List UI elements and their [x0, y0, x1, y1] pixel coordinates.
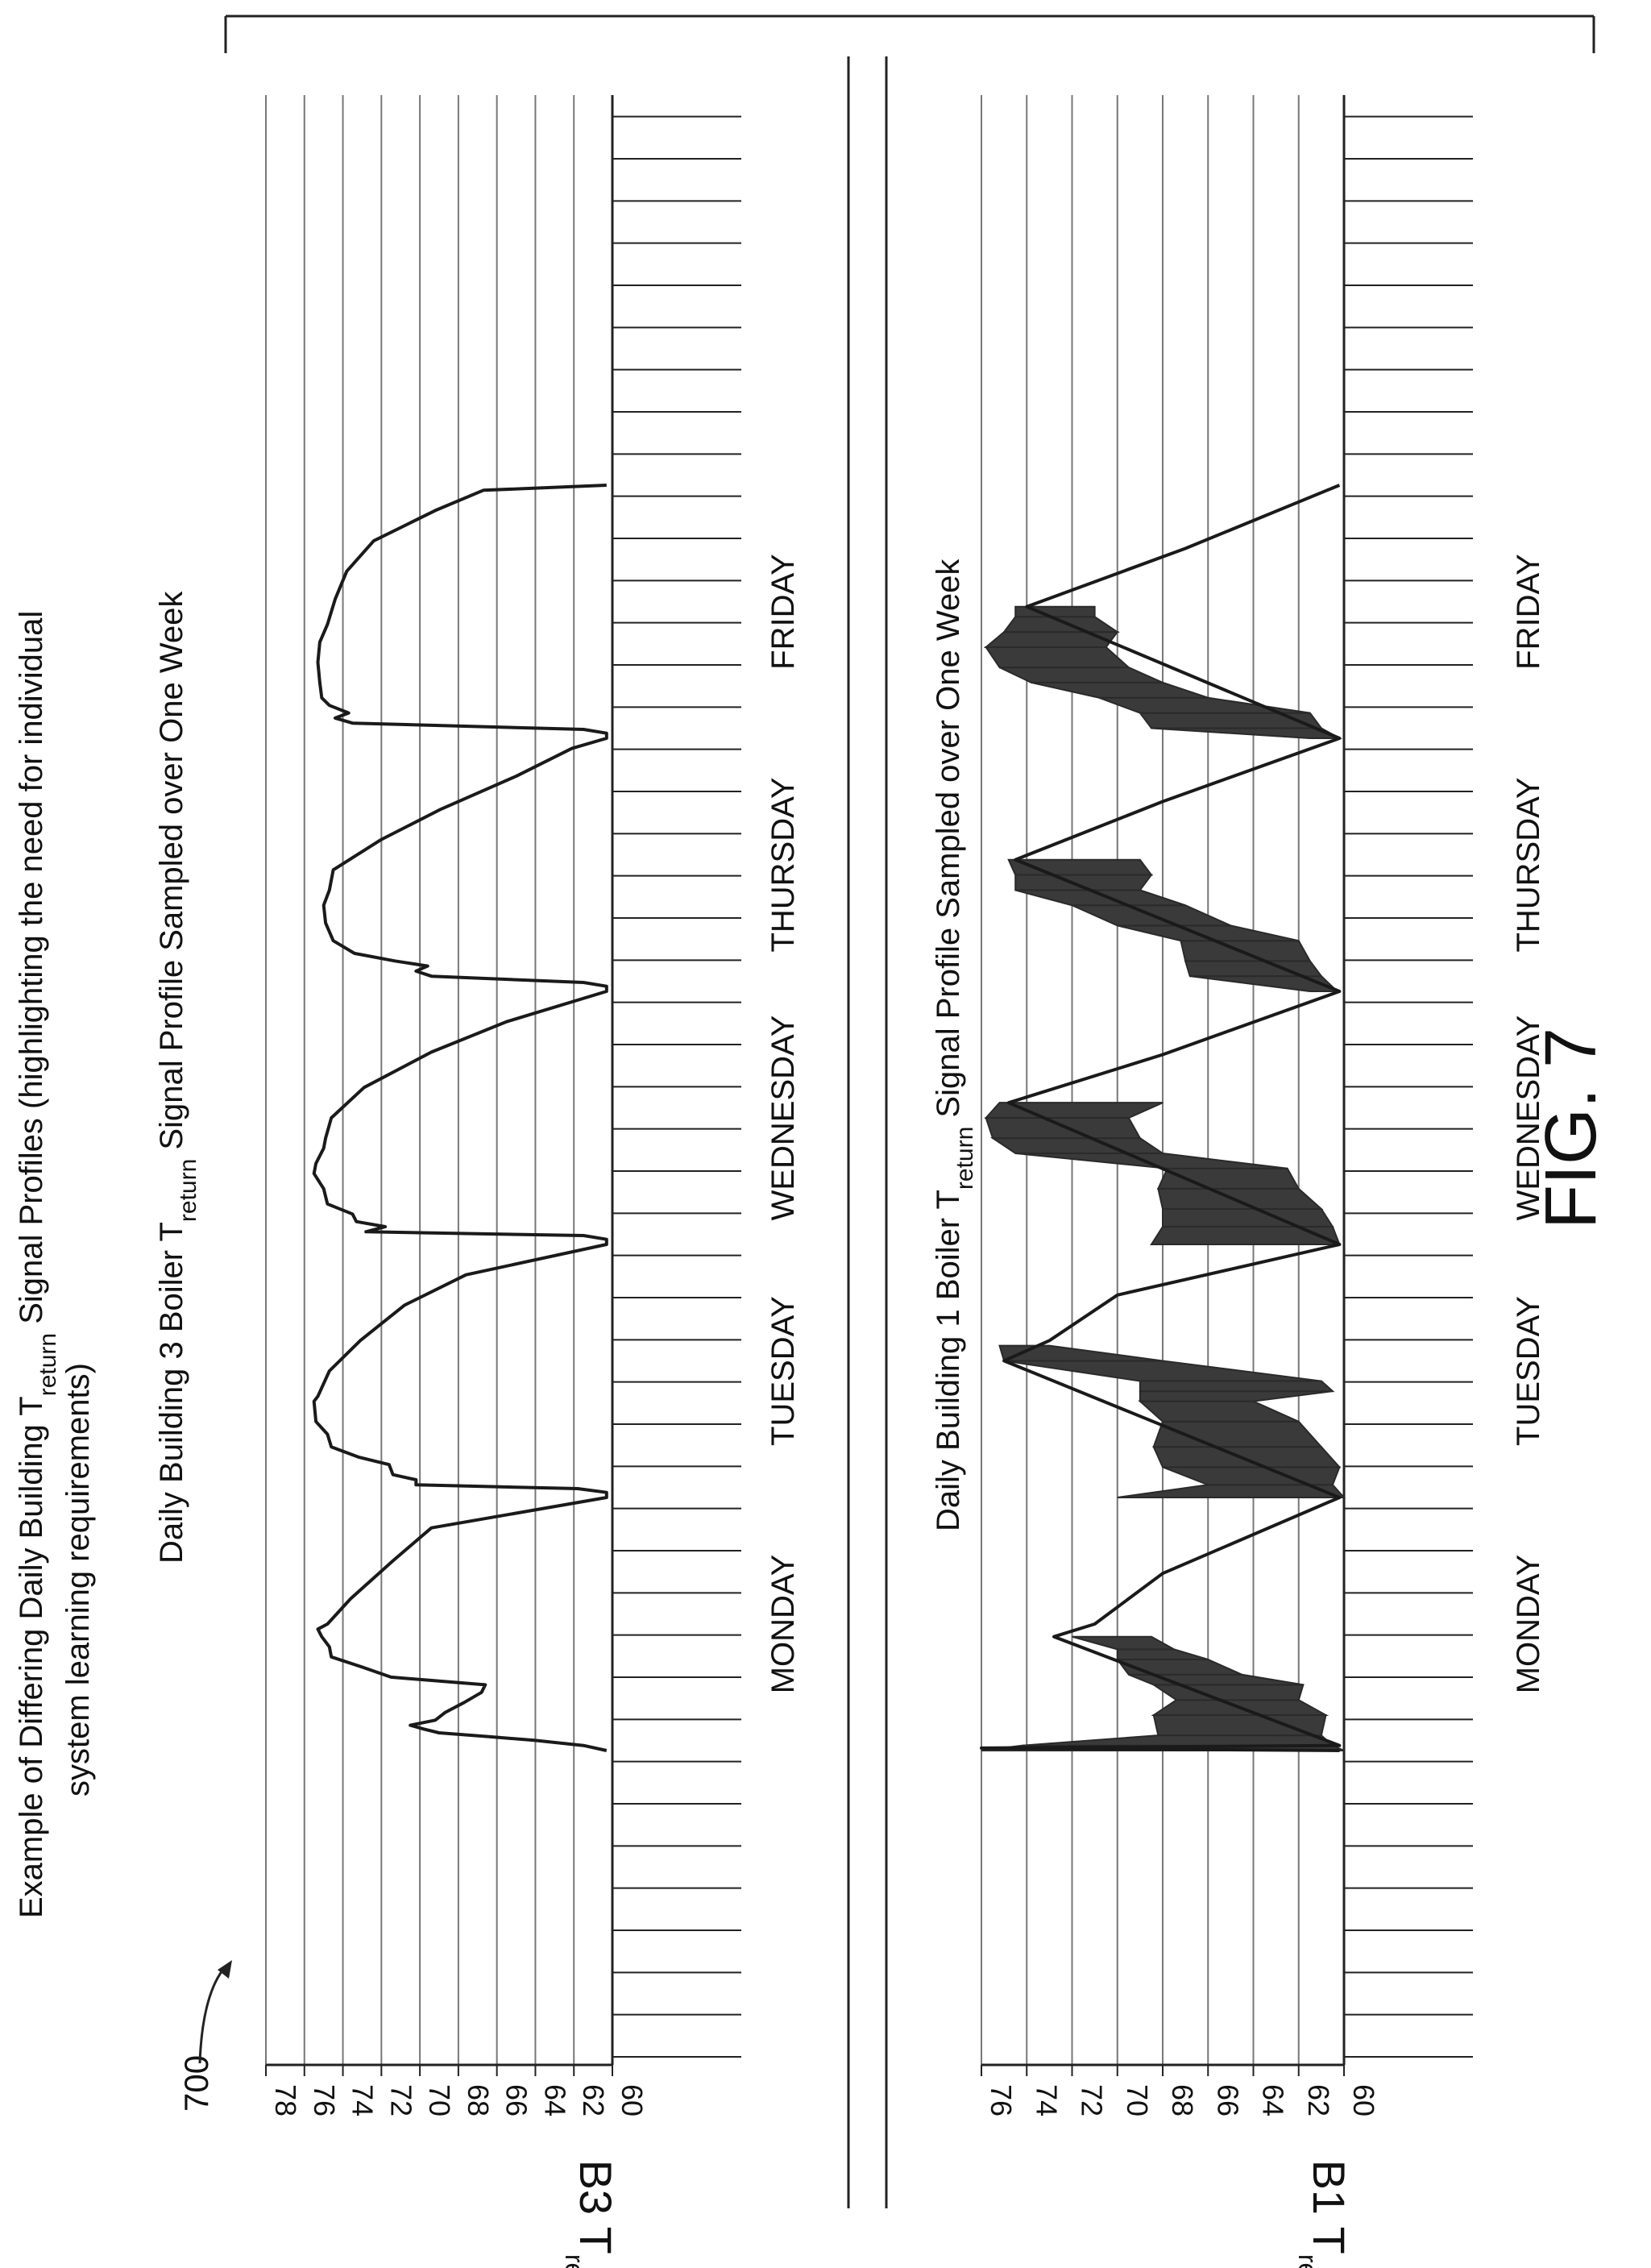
main-title: Example of Differing Daily Building Tret… — [14, 611, 61, 1918]
panel2-title-subscript: return — [952, 1127, 978, 1190]
main-title-part1: Example of Differing Daily Building T — [14, 1396, 49, 1918]
y-tick-label: 72 — [384, 2084, 417, 2116]
day-label: MONDAY — [765, 1555, 801, 1694]
y-tick-label: 78 — [269, 2084, 302, 2116]
y-tick-label: 76 — [308, 2084, 341, 2116]
oscillation-band — [1152, 1420, 1324, 1448]
oscillation-band — [1139, 1380, 1335, 1393]
panel1-ylabel: B3 Treturn — [560, 2160, 621, 2268]
panel-building-3: 78 76 74 72 70 68 66 64 62 60 MONDAY TUESDAY WEDNESD… — [265, 95, 801, 2116]
svg-text:Daily Building 3 Boiler Tretur: Daily Building 3 Boiler Treturn Signal P… — [154, 591, 201, 1564]
panel1-title: Daily Building 3 Boiler Treturn Signal P… — [154, 591, 201, 1564]
panel2-ylabel: B1 Treturn — [1293, 2160, 1354, 2268]
oscillation-band — [984, 646, 1131, 669]
svg-text:B3 Treturn: B3 Treturn — [560, 2160, 621, 2268]
oscillation-band — [1022, 1734, 1335, 1747]
figure-bracket — [224, 15, 1595, 53]
leader-arrowhead — [218, 1960, 232, 1979]
oscillation-band — [999, 667, 1164, 683]
oscillation-band — [1151, 727, 1343, 739]
oscillation-band — [1184, 960, 1323, 978]
oscillation-band — [1180, 940, 1312, 962]
day-label: FRIDAY — [1511, 554, 1546, 670]
oscillation-band — [1015, 1152, 1288, 1169]
oscillation-band — [985, 1117, 1142, 1140]
oscillation-band — [1139, 1390, 1334, 1402]
figure-label: FIG. 7 — [1531, 1028, 1612, 1229]
panel2-title-part1: Daily Building 1 Boiler T — [931, 1190, 966, 1531]
panel1-title-part2: Signal Profile Sampled over One Week — [154, 591, 189, 1159]
panel-divider — [847, 56, 888, 2208]
series-line — [980, 484, 1342, 1752]
oscillation-band — [984, 1102, 1164, 1119]
y-tick-label: 72 — [1076, 2084, 1109, 2116]
day-label: THURSDAY — [1511, 777, 1546, 952]
svg-text:Daily Building 1 Boiler Tretur: Daily Building 1 Boiler Treturn Signal P… — [931, 559, 978, 1531]
main-title-line2-group: system learning requirements) — [60, 1363, 96, 1797]
oscillation-band — [1156, 1167, 1300, 1190]
oscillation-band — [1157, 1187, 1324, 1211]
panel1-ylabel-text: B3 T — [570, 2160, 621, 2254]
day-label: TUESDAY — [765, 1296, 801, 1446]
oscillation-band — [1031, 681, 1209, 699]
y-tick-label: 66 — [1211, 2084, 1244, 2116]
oscillation-band — [1152, 1446, 1342, 1468]
main-title-part2: Signal Profiles (highlighting the need f… — [14, 611, 49, 1333]
oscillation-band — [1098, 696, 1310, 714]
svg-text:Example of Differing Daily Bui: Example of Differing Daily Building Tret… — [14, 611, 61, 1918]
oscillation-band — [1138, 1400, 1300, 1423]
oscillation-band — [1072, 1635, 1177, 1651]
day-label: WEDNESDAY — [765, 1016, 801, 1221]
y-tick-label: 74 — [346, 2084, 380, 2116]
day-label: FRIDAY — [765, 554, 801, 670]
y-tick-label: 74 — [1030, 2084, 1063, 2116]
series-line — [312, 484, 608, 1752]
y-tick-label: 64 — [538, 2084, 571, 2116]
oscillation-band — [1150, 1226, 1341, 1245]
oscillation-band — [1162, 1208, 1334, 1228]
oscillation-band — [1189, 975, 1340, 992]
panel2-title: Daily Building 1 Boiler Treturn Signal P… — [931, 559, 978, 1531]
y-tick-label: 70 — [423, 2084, 456, 2116]
oscillation-band — [1151, 1684, 1305, 1701]
panel2-title-part2: Signal Profile Sampled over One Week — [931, 559, 966, 1127]
oscillation-band — [1116, 1648, 1209, 1660]
oscillation-band — [1162, 1466, 1341, 1486]
panel1-ylabel-subscript: return — [560, 2254, 589, 2268]
oscillation-band — [1003, 1360, 1322, 1382]
reference-numeral: 700 — [177, 2055, 215, 2112]
figure-label-text: FIG. 7 — [1531, 1028, 1612, 1229]
main-title-subscript: return — [35, 1333, 61, 1396]
day-label: TUESDAY — [1511, 1296, 1546, 1446]
panel1-title-subscript: return — [175, 1159, 201, 1222]
y-tick-label: 60 — [1347, 2084, 1380, 2116]
y-tick-label: 68 — [1166, 2084, 1199, 2116]
oscillation-band — [989, 1137, 1166, 1154]
y-tick-label: 68 — [462, 2084, 495, 2116]
panel2-ylabel-text: B1 T — [1304, 2160, 1354, 2254]
y-tick-label: 76 — [985, 2084, 1018, 2116]
panel1-title-part1: Daily Building 3 Boiler T — [154, 1222, 189, 1564]
svg-text:B1 Treturn: B1 Treturn — [1293, 2160, 1354, 2268]
ref-number-text: 700 — [177, 2055, 215, 2112]
y-tick-label: 70 — [1121, 2084, 1154, 2116]
y-tick-label: 66 — [500, 2084, 533, 2116]
leader-arrow — [198, 1965, 227, 2064]
main-title-line2: system learning requirements) — [60, 1363, 96, 1797]
day-label: MONDAY — [1511, 1555, 1546, 1694]
oscillation-band — [983, 631, 1119, 648]
panel-building-1: 76 74 72 70 68 66 64 62 60 MONDAY TUESDAY WEDNESDAY… — [980, 95, 1546, 2116]
oscillation-band — [1002, 616, 1121, 633]
panel2-ylabel-subscript: return — [1293, 2254, 1322, 2268]
y-tick-label: 64 — [1257, 2084, 1290, 2116]
y-tick-label: 62 — [1302, 2084, 1335, 2116]
y-tick-label: 62 — [577, 2084, 610, 2116]
oscillation-band — [998, 1344, 1164, 1362]
day-label: WEDNESDAY — [1511, 1016, 1546, 1221]
oscillation-band — [1152, 1714, 1327, 1737]
y-tick-label: 60 — [616, 2084, 649, 2116]
day-label: THURSDAY — [765, 777, 801, 952]
oscillation-band — [1014, 889, 1186, 907]
